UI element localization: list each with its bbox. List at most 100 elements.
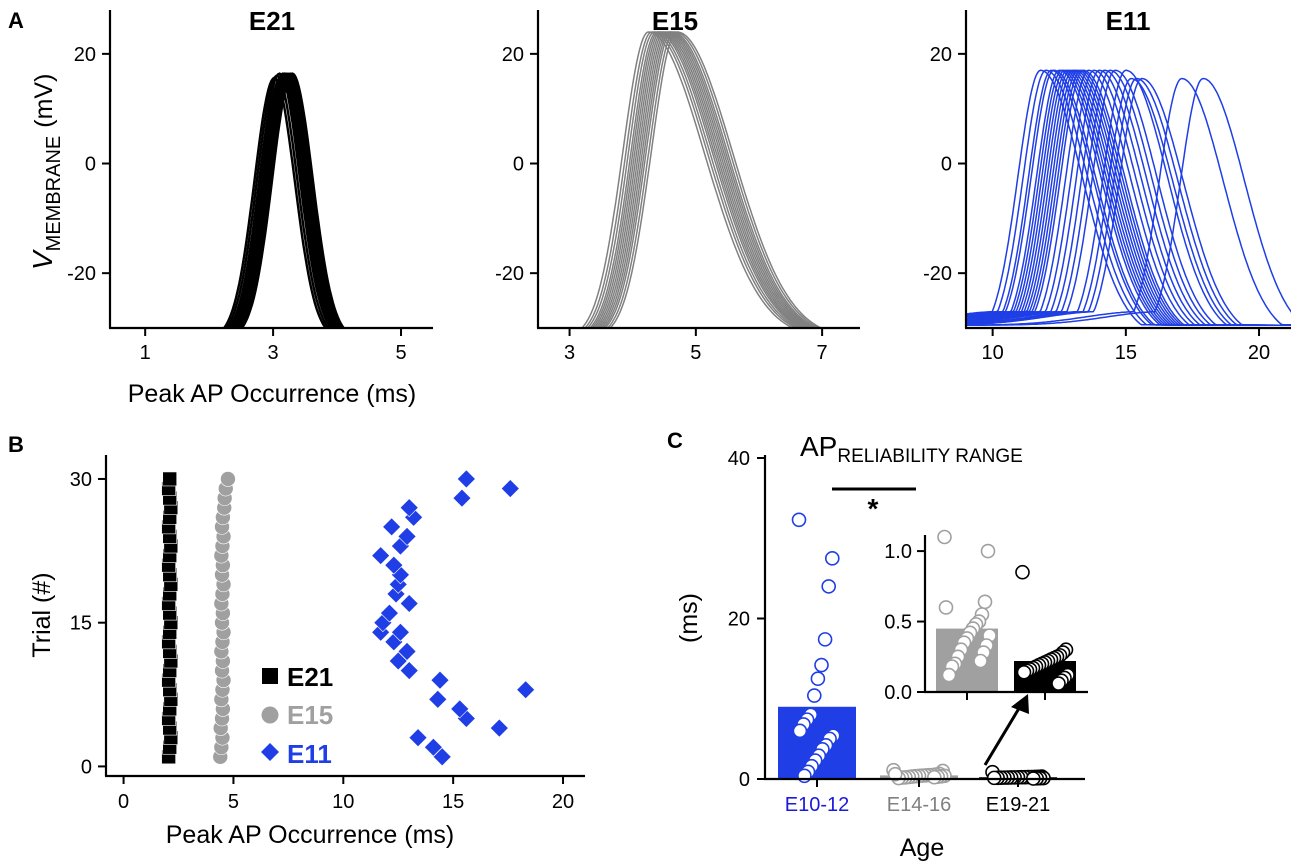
legend-label-e21: E21 [287, 662, 333, 692]
b-point-e11 [489, 718, 509, 738]
c-point-e19-21 [986, 770, 1002, 786]
inset-point-e19-21 [1015, 564, 1030, 580]
b-point-e11 [456, 469, 476, 489]
legend-marker-e11 [261, 743, 279, 761]
panel-a1: E21 1 3 5 20 0 -20 VMEMBRANE(mV) Peak AP Occu… [27, 6, 433, 408]
a2-trace [597, 31, 809, 327]
inset-ytick-label: 0.0 [884, 682, 912, 704]
b-xtick-label: 5 [228, 791, 239, 813]
a2-ytick-label: -20 [495, 263, 524, 285]
a1-ticks: 1 3 5 20 0 -20 [67, 44, 406, 364]
inset-ticks: 0.0 0.5 1.0 [884, 541, 925, 704]
c-category-label: E10-12 [785, 794, 850, 816]
a3-xtick-label: 20 [1248, 342, 1270, 364]
legend-marker-e21 [262, 668, 278, 684]
c-xlabel: Age [900, 834, 944, 862]
b-point-e11 [399, 594, 419, 613]
legend-label-e15: E15 [287, 700, 333, 730]
a3-ytick-label: 20 [930, 44, 952, 66]
b-point-e11 [428, 689, 448, 709]
a1-xtick-label: 5 [395, 342, 406, 364]
a1-trace [223, 76, 327, 327]
legend-marker-e15 [261, 706, 279, 724]
b-point-e11 [408, 728, 428, 748]
c-point-e10-12 [814, 657, 829, 673]
a2-trace [581, 31, 793, 327]
b-point-e11 [399, 661, 419, 681]
panel-b: 0 5 10 15 20 0 15 30 Trial (#) Peak AP Occurren… [28, 455, 585, 849]
c-point-e10-12 [824, 551, 840, 566]
b-point-e11 [382, 517, 402, 537]
a1-ytick-label: -20 [67, 263, 96, 285]
a2-xtick-label: 5 [690, 342, 701, 364]
panel-label-a: A [8, 8, 24, 33]
b-ticks: 0 5 10 15 20 0 15 30 [70, 469, 574, 813]
c-point-e10-12 [792, 723, 808, 739]
c-ytick-label: 20 [728, 609, 750, 631]
b-points [161, 469, 536, 767]
a1-trace [228, 72, 332, 327]
b-point-e11 [371, 546, 391, 566]
c-point-e10-12 [791, 512, 807, 528]
inset-point-e14-16 [941, 667, 957, 683]
a1-xtick-label: 3 [268, 342, 279, 364]
b-point-e11 [399, 498, 419, 518]
a3-ytick-label: -20 [923, 263, 952, 285]
a2-trace [587, 31, 798, 327]
c-point-e10-12 [797, 768, 812, 784]
c-ytick-label: 0 [739, 769, 750, 791]
a1-trace [231, 72, 335, 327]
c-point-e10-12 [817, 632, 833, 647]
a3-trace [966, 77, 1291, 326]
c-category-label: E19-21 [986, 794, 1051, 816]
a2-trace [610, 31, 821, 327]
c-title: APRELIABILITY RANGE [800, 431, 1023, 467]
inset-point-e14-16 [937, 529, 952, 545]
a3-traces [966, 69, 1291, 327]
b-point-e11 [384, 555, 404, 575]
b-point-e15 [220, 471, 236, 487]
panel-label-c: C [667, 428, 683, 453]
b-point-e11 [397, 642, 417, 661]
inset-arrow-head [1011, 694, 1029, 714]
inset-point-e14-16 [980, 543, 996, 559]
a2-trace [593, 31, 805, 327]
a2-trace [584, 31, 796, 327]
inset-ytick-label: 0.5 [884, 612, 912, 634]
significance-star: * [868, 493, 879, 524]
a1-xlabel: Peak AP Occurrence (ms) [128, 380, 417, 408]
b-xlabel: Peak AP Occurrence (ms) [166, 821, 455, 849]
c-ytick-label: 40 [728, 448, 750, 470]
a2-trace [601, 31, 812, 327]
c-category-label: E14-16 [887, 794, 952, 816]
panel-c: APRELIABILITY RANGE E10-12 E14-16 E19-21 0… [675, 431, 1088, 862]
a2-trace [603, 31, 814, 327]
a2-trace [590, 31, 801, 327]
a3-trace [966, 77, 1291, 326]
b-ytick-label: 30 [70, 469, 92, 491]
b-point-e11 [516, 680, 536, 700]
b-point-e11 [391, 622, 410, 642]
inset-point-e19-21 [1016, 664, 1032, 680]
inset-ytick-label: 1.0 [884, 541, 912, 563]
a3-ytick-label: 0 [941, 154, 952, 176]
b-point-e11 [500, 479, 520, 498]
a2-ytick-label: 20 [502, 44, 524, 66]
b-ylabel: Trial (#) [28, 572, 56, 657]
inset-arrow-shaft [983, 699, 1026, 766]
a2-ticks: 3 5 7 20 0 -20 [495, 44, 828, 364]
c-ticks: 0 20 40 [728, 448, 1019, 791]
c-point-e10-12 [821, 579, 837, 594]
a2-trace [605, 31, 816, 327]
b-xtick-label: 0 [118, 791, 129, 813]
c-point-e10-12 [810, 671, 826, 686]
b-xtick-label: 20 [552, 791, 574, 813]
b-point-e11 [452, 488, 472, 508]
a3-ticks: 10 15 20 20 0 -20 [923, 44, 1270, 364]
b-ytick-label: 15 [70, 613, 92, 635]
a3-title: E11 [1106, 6, 1151, 36]
c-point-e14-16 [926, 769, 942, 785]
b-point-e11 [380, 603, 399, 623]
a2-xtick-label: 3 [564, 342, 575, 364]
